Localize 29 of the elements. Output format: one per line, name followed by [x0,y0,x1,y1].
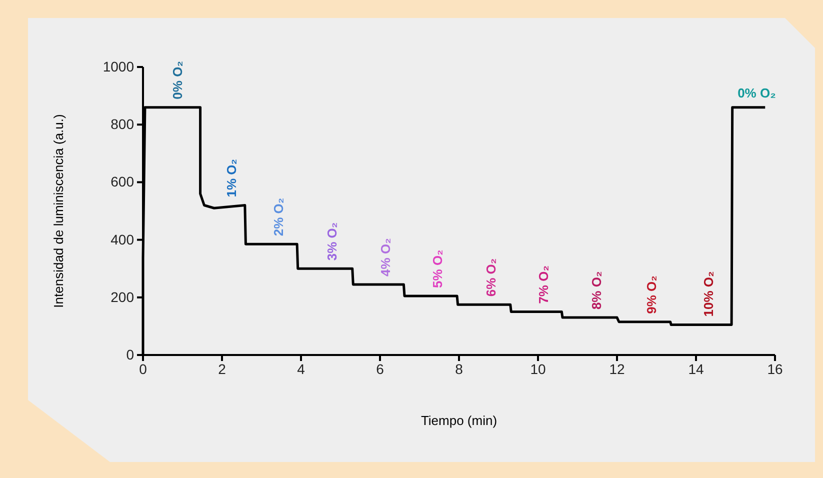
x-tick-label: 12 [609,360,625,377]
x-tick-label: 6 [376,360,384,377]
x-tick-label: 8 [455,360,464,377]
x-tick-label: 4 [297,360,306,377]
annotation: 9% O₂ [644,275,660,314]
y-tick-label: 600 [110,174,134,190]
annotation: 10% O₂ [700,271,716,317]
x-tick-label: 10 [530,360,546,377]
y-tick-label: 0 [126,346,134,362]
annotation: 2% O₂ [270,198,286,236]
y-tick-label: 800 [110,116,134,132]
x-tick-label: 14 [688,360,704,377]
x-tick-label: 0 [139,360,148,377]
y-tick-label: 1000 [102,58,134,74]
y-tick-label: 200 [110,288,134,305]
annotation: 5% O₂ [430,249,446,288]
y-tick-label: 400 [110,231,134,248]
x-tick-label: 16 [767,360,783,377]
x-tick-label: 2 [218,360,226,377]
x-axis-title: Tiempo (min) [420,413,498,428]
annotation: 7% O₂ [536,265,551,304]
annotation: 1% O₂ [224,158,240,198]
annotation: 6% O₂ [484,258,499,297]
y-axis-title: Intensidad de luminiscencia (a.u.) [51,114,66,308]
annotation: 4% O₂ [378,238,393,276]
annotation: 0% O₂ [170,60,186,100]
annotation: 0% O₂ [738,85,776,100]
annotation: 8% O₂ [589,271,604,310]
annotation: 3% O₂ [324,222,340,261]
